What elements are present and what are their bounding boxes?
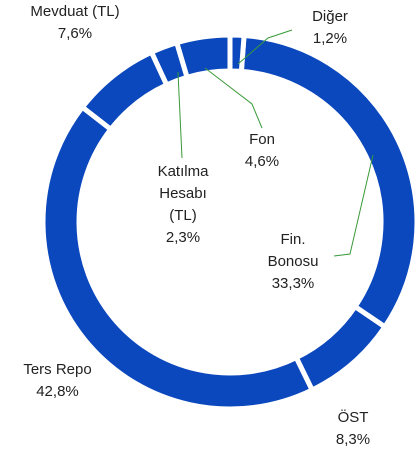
value-label: 33,3% [271,275,315,292]
label: Fin. Bonosu 33,3% [253,229,333,295]
label: Mevduat (TL) 7,6% [0,1,150,45]
value-label: 7,6% [57,25,93,42]
leader-line [204,67,263,129]
donut-segment [78,48,170,133]
leader-line [177,71,183,159]
label: Ters Repo 42,8% [10,359,105,403]
value-label: 4,6% [244,153,280,170]
category-label: Fon [249,131,275,148]
label: Fon 4,6% [232,129,292,173]
value-label: 1,2% [312,30,348,47]
category-label: Ters Repo [23,361,92,378]
leader-line [237,29,293,65]
donut-segment [293,303,389,394]
donut-segment [227,32,247,75]
label: ÖST 8,3% [323,407,383,451]
category-label: Katılma Hesabı (TL) [157,163,209,224]
value-label: 8,3% [335,431,371,448]
donut-segment [40,103,316,412]
value-label: 42,8% [36,383,79,400]
category-label: ÖST [337,409,369,426]
category-label: Mevduat (TL) [30,3,120,20]
value-label: 2,3% [165,229,201,246]
donut-segment [238,32,415,331]
category-label: Diğer [312,8,348,25]
label: Diğer 1,2% [300,6,360,50]
category-label: Fin. Bonosu [267,231,319,270]
leader-line [333,154,374,257]
leader-lines [177,29,374,257]
label: Katılma Hesabı (TL) 2,3% [148,161,218,249]
